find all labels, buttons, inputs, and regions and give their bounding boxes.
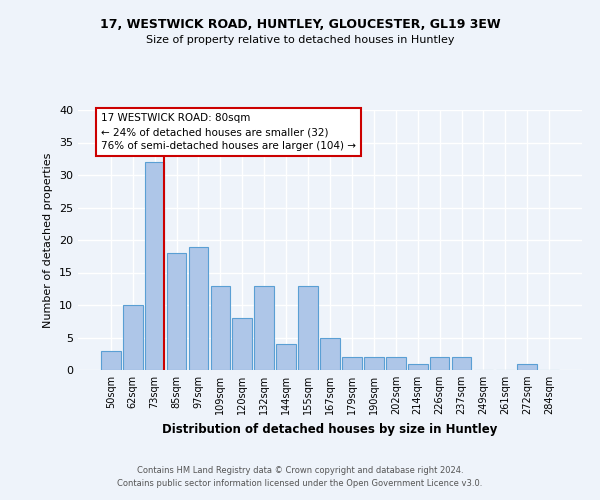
Bar	[320, 338, 340, 370]
Y-axis label: Number of detached properties: Number of detached properties	[43, 152, 53, 328]
Bar	[211, 286, 230, 370]
Bar	[188, 246, 208, 370]
Bar	[232, 318, 252, 370]
Bar	[517, 364, 537, 370]
Bar	[342, 357, 362, 370]
Bar	[254, 286, 274, 370]
Bar	[167, 253, 187, 370]
Text: Contains HM Land Registry data © Crown copyright and database right 2024.
Contai: Contains HM Land Registry data © Crown c…	[118, 466, 482, 487]
Bar	[386, 357, 406, 370]
Bar	[123, 305, 143, 370]
Bar	[452, 357, 472, 370]
Text: 17 WESTWICK ROAD: 80sqm
← 24% of detached houses are smaller (32)
76% of semi-de: 17 WESTWICK ROAD: 80sqm ← 24% of detache…	[101, 114, 356, 151]
Bar	[145, 162, 164, 370]
Bar	[276, 344, 296, 370]
Text: Size of property relative to detached houses in Huntley: Size of property relative to detached ho…	[146, 35, 454, 45]
Bar	[408, 364, 428, 370]
Bar	[298, 286, 318, 370]
X-axis label: Distribution of detached houses by size in Huntley: Distribution of detached houses by size …	[163, 422, 497, 436]
Bar	[101, 350, 121, 370]
Bar	[430, 357, 449, 370]
Bar	[364, 357, 384, 370]
Text: 17, WESTWICK ROAD, HUNTLEY, GLOUCESTER, GL19 3EW: 17, WESTWICK ROAD, HUNTLEY, GLOUCESTER, …	[100, 18, 500, 30]
